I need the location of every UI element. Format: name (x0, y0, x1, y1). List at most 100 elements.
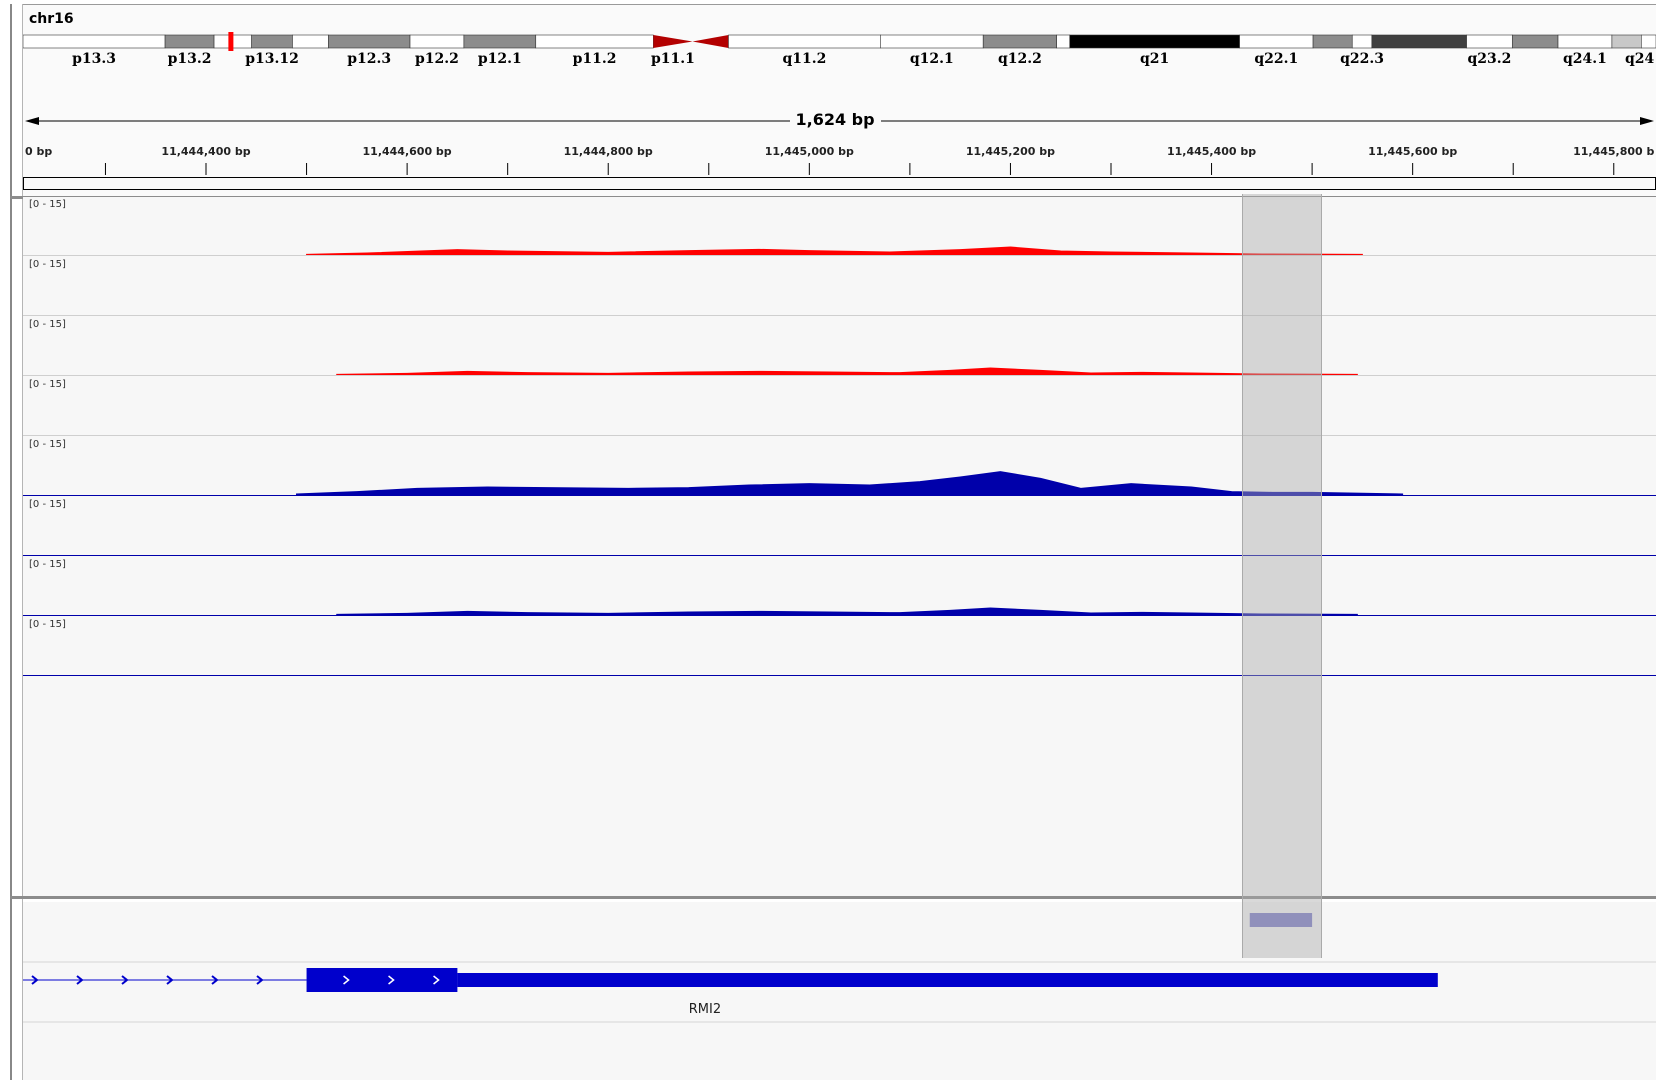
ruler-tick-label: 11,445,600 bp (1368, 145, 1457, 158)
ruler-tick-label: 11,444,800 bp (564, 145, 653, 158)
ideogram-band (1557, 34, 1613, 49)
ideogram-band (328, 34, 411, 49)
track-range-label: [0 - 15] (29, 439, 66, 450)
coverage-area (296, 471, 1404, 496)
coverage-area (336, 607, 1358, 616)
ideogram-band (463, 34, 537, 49)
coverage-area (306, 246, 1363, 256)
ideogram-band (1056, 34, 1071, 49)
strand-arrow-icon (166, 975, 174, 985)
band-label: q21 (1140, 51, 1169, 67)
ideogram-band (1466, 34, 1513, 49)
name-panel-border (22, 4, 23, 1080)
bed-feature[interactable] (1249, 913, 1313, 927)
track-baseline (23, 675, 1656, 676)
strand-arrow-icon (256, 975, 264, 985)
track-range-label: [0 - 15] (29, 379, 66, 390)
band-label: p13.3 (72, 51, 116, 67)
band-label: p12.3 (347, 51, 391, 67)
data-tracks-svg (296, 246, 1404, 616)
band-label: q24.1 (1563, 51, 1607, 67)
ruler-bar (23, 177, 1656, 190)
gene-name-label: RMI2 (688, 1002, 722, 1017)
ideogram-band (23, 34, 166, 49)
strand-arrow-icon (211, 975, 219, 985)
ruler-tick-label: 11,445,800 b (1573, 145, 1654, 158)
left-frame-border (10, 4, 12, 1080)
ideogram-band (692, 35, 729, 48)
track-baseline (23, 315, 1656, 316)
band-label: q22.3 (1340, 51, 1384, 67)
band-label: q24 (1625, 51, 1655, 67)
track-baseline (23, 615, 1656, 616)
ideogram-band (1371, 34, 1467, 49)
track-baseline (23, 375, 1656, 376)
ideogram-band (164, 34, 215, 49)
ideogram-band (982, 34, 1057, 49)
band-label: p12.1 (478, 51, 522, 67)
ideogram-band (1239, 34, 1314, 49)
track-baseline (23, 555, 1656, 556)
ideogram-band (653, 35, 693, 48)
ideogram-band (251, 34, 293, 49)
track-range-label: [0 - 15] (29, 199, 66, 210)
band-label: p11.2 (573, 51, 617, 67)
band-label: p13.12 (245, 51, 299, 67)
data-panel[interactable]: [0 - 15] [0 - 15] [0 - 15] [0 - 15] [0 - 15]… (23, 197, 1656, 896)
ruler-tick-label: 11,445,000 bp (765, 145, 854, 158)
feature-panel[interactable]: RMI2 (23, 902, 1656, 1080)
track-range-label: [0 - 15] (29, 559, 66, 570)
strand-arrow-icon (76, 975, 84, 985)
track-baseline (23, 255, 1656, 256)
strand-arrow-icon (343, 975, 350, 985)
ruler-span-label: 1,624 bp (789, 110, 881, 129)
track-baseline (23, 495, 1656, 496)
chromosome-name: chr16 (29, 11, 74, 27)
header-panel: chr16 p13.3 p13.2 p13.12 p12.3 p12.2 p12.1 p11… (23, 4, 1656, 197)
current-view-marker (228, 32, 234, 51)
ideogram-band (409, 34, 465, 49)
band-label: q22.1 (1254, 51, 1298, 67)
track-range-label: [0 - 15] (29, 259, 66, 270)
band-label: p12.2 (415, 51, 459, 67)
strand-arrow-icon (31, 975, 39, 985)
ideogram-band (1351, 34, 1373, 49)
band-label: p13.2 (168, 51, 212, 67)
ruler-tick-label: 11,445,200 bp (966, 145, 1055, 158)
ideogram-band (1511, 34, 1559, 49)
span-arrow-left-icon (25, 117, 39, 125)
ideogram-band (1611, 34, 1642, 49)
ideogram-band (1069, 34, 1240, 49)
ruler-tick-label: 11,445,400 bp (1167, 145, 1256, 158)
band-label: q23.2 (1467, 51, 1511, 67)
ruler-tick-label: 11,444,600 bp (363, 145, 452, 158)
region-of-interest[interactable] (1241, 194, 1323, 958)
track-range-label: [0 - 15] (29, 499, 66, 510)
band-label: q12.1 (910, 51, 954, 67)
gene-coding-exon[interactable] (306, 968, 458, 992)
ruler-tick-label: 11,444,400 bp (161, 145, 250, 158)
ruler-tick-label: 0 bp (25, 145, 52, 158)
ruler[interactable]: 0 bp 11,444,400 bp 11,444,600 bp 11,444,800… (23, 75, 1656, 195)
band-label: p11.1 (651, 51, 695, 67)
ideogram-band (535, 34, 654, 49)
coverage-area (336, 367, 1358, 376)
ideogram-band (292, 34, 329, 49)
ideogram-band (1312, 34, 1353, 49)
ideogram-band (728, 34, 881, 49)
strand-arrow-icon (388, 975, 395, 985)
ideogram-band (880, 34, 984, 49)
band-label: q11.2 (782, 51, 826, 67)
span-arrow-right-icon (1640, 117, 1654, 125)
feature-track-area[interactable] (23, 902, 1656, 1080)
gene-utr[interactable] (457, 973, 1438, 987)
data-divider[interactable] (10, 896, 1656, 899)
band-label: q12.2 (998, 51, 1042, 67)
strand-arrow-icon (433, 975, 440, 985)
ideogram-band (1641, 34, 1656, 49)
strand-arrow-icon (121, 975, 129, 985)
chromosome-ideogram[interactable]: p13.3 p13.2 p13.12 p12.3 p12.2 p12.1 p11.2 p11.… (23, 29, 1656, 69)
track-range-label: [0 - 15] (29, 319, 66, 330)
track-baseline (23, 435, 1656, 436)
